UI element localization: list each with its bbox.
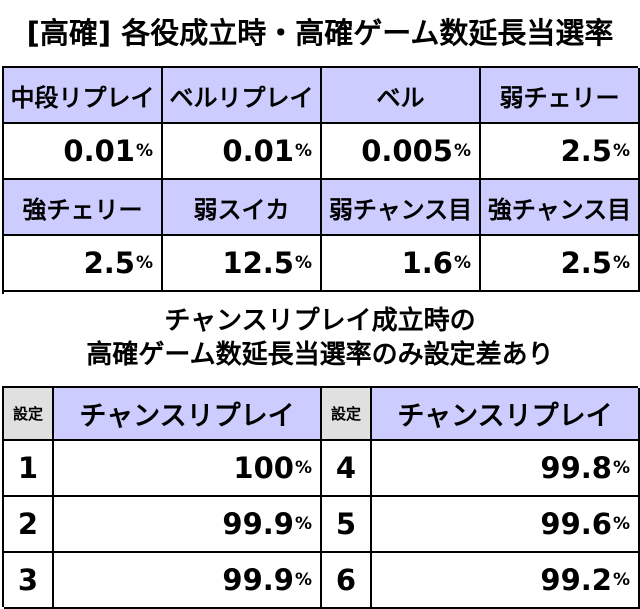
setting-rate-cell: 99.6% xyxy=(372,497,640,553)
percent-sign: % xyxy=(294,570,312,590)
subtitle-line: チャンスリプレイ成立時の xyxy=(164,306,476,336)
rate-value: 0.01 xyxy=(222,134,294,168)
role-rate-cell: 2.5% xyxy=(481,124,640,180)
role-header: 弱スイカ xyxy=(163,180,322,236)
percent-sign: % xyxy=(135,253,153,273)
percent-sign: % xyxy=(294,458,312,478)
setting-number: 1 xyxy=(4,441,54,497)
percent-sign: % xyxy=(612,570,630,590)
role-rate-table: 中段リプレイ ベルリプレイ ベル 弱チェリー 0.01% 0.01% 0.005… xyxy=(2,66,640,294)
role-rate-cell: 2.5% xyxy=(4,236,163,292)
role-header: 弱チェリー xyxy=(481,68,640,124)
percent-sign: % xyxy=(612,458,630,478)
rate-value: 2.5 xyxy=(560,246,612,280)
percent-sign: % xyxy=(453,141,471,161)
rate-value: 12.5 xyxy=(222,246,294,280)
role-rate-cell: 0.005% xyxy=(322,124,481,180)
chance-replay-column-header: チャンスリプレイ xyxy=(54,388,322,441)
setting-rate-cell: 99.8% xyxy=(372,441,640,497)
setting-number: 2 xyxy=(4,497,54,553)
setting-column-header: 設定 xyxy=(322,388,372,441)
percent-sign: % xyxy=(135,141,153,161)
percent-sign: % xyxy=(612,514,630,534)
rate-value: 99.6 xyxy=(540,507,612,541)
rate-value: 0.005 xyxy=(361,134,453,168)
percent-sign: % xyxy=(294,141,312,161)
setting-rate-cell: 99.9% xyxy=(54,553,322,609)
percent-sign: % xyxy=(294,253,312,273)
setting-number: 5 xyxy=(322,497,372,553)
rate-value: 2.5 xyxy=(560,134,612,168)
setting-number: 6 xyxy=(322,553,372,609)
role-header: ベルリプレイ xyxy=(163,68,322,124)
role-header: 中段リプレイ xyxy=(4,68,163,124)
setting-rate-table: 設定 チャンスリプレイ 設定 チャンスリプレイ 1 100% 4 99.8% 2… xyxy=(2,386,640,609)
rate-value: 0.01 xyxy=(63,134,135,168)
setting-column-header: 設定 xyxy=(4,388,54,441)
page-title: [高確] 各役成立時・高確ゲーム数延長当選率 xyxy=(26,16,614,50)
rate-value: 1.6 xyxy=(401,246,453,280)
section-subtitle: チャンスリプレイ成立時の 高確ゲーム数延長当選率のみ設定差あり xyxy=(0,304,640,372)
setting-rate-cell: 99.9% xyxy=(54,497,322,553)
rate-value: 99.8 xyxy=(540,451,612,485)
role-header: ベル xyxy=(322,68,481,124)
percent-sign: % xyxy=(294,514,312,534)
setting-rate-cell: 99.2% xyxy=(372,553,640,609)
role-header: 強チェリー xyxy=(4,180,163,236)
rate-value: 99.9 xyxy=(222,507,294,541)
role-rate-cell: 2.5% xyxy=(481,236,640,292)
rate-value: 100 xyxy=(233,451,294,485)
role-header: 強チャンス目 xyxy=(481,180,640,236)
role-rate-cell: 12.5% xyxy=(163,236,322,292)
setting-number: 3 xyxy=(4,553,54,609)
chance-replay-column-header: チャンスリプレイ xyxy=(372,388,640,441)
subtitle-line: 高確ゲーム数延長当選率のみ設定差あり xyxy=(86,340,554,370)
role-header: 弱チャンス目 xyxy=(322,180,481,236)
rate-value: 2.5 xyxy=(83,246,135,280)
rate-value: 99.2 xyxy=(540,563,612,597)
percent-sign: % xyxy=(453,253,471,273)
setting-number: 4 xyxy=(322,441,372,497)
role-rate-cell: 1.6% xyxy=(322,236,481,292)
percent-sign: % xyxy=(612,141,630,161)
role-rate-cell: 0.01% xyxy=(4,124,163,180)
rate-value: 99.9 xyxy=(222,563,294,597)
role-rate-cell: 0.01% xyxy=(163,124,322,180)
percent-sign: % xyxy=(612,253,630,273)
setting-rate-cell: 100% xyxy=(54,441,322,497)
